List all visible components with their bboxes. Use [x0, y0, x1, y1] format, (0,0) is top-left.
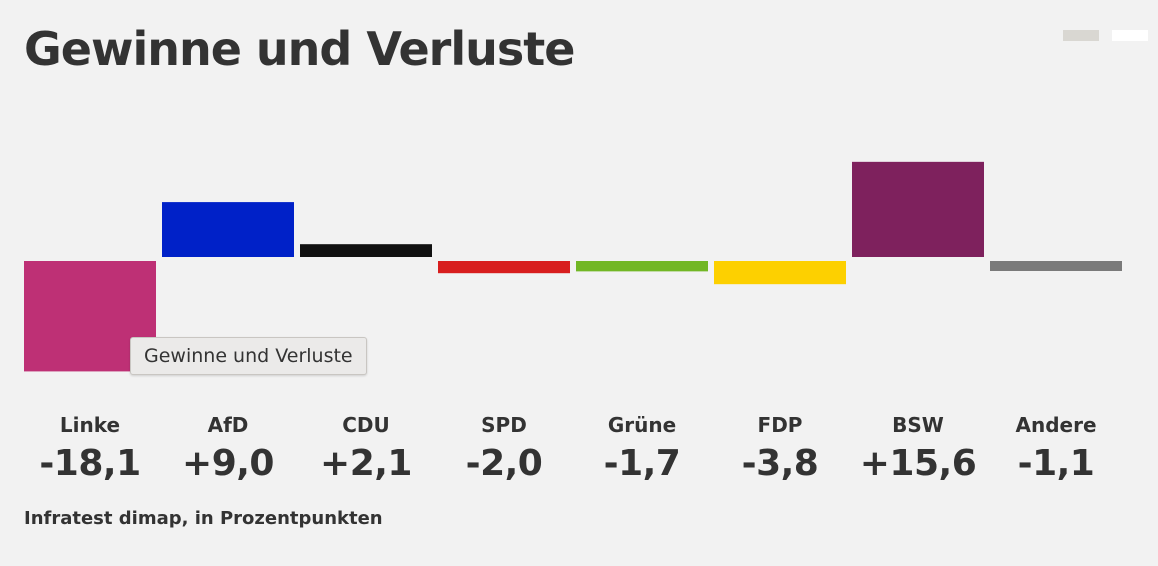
- category-column: FDP -3,8: [714, 410, 846, 488]
- category-column: BSW +15,6: [852, 410, 984, 488]
- category-label: CDU: [342, 413, 390, 437]
- pager-indicator-1[interactable]: [1063, 30, 1099, 41]
- value-label: -18,1: [39, 443, 141, 484]
- value-label: +9,0: [182, 443, 274, 484]
- category-label: BSW: [892, 413, 944, 437]
- tooltip: Gewinne und Verluste: [130, 337, 367, 375]
- category-column: SPD -2,0: [438, 410, 570, 488]
- value-label: -1,7: [603, 443, 681, 484]
- bar-spd[interactable]: [438, 261, 570, 274]
- bar-fdp[interactable]: [714, 261, 846, 285]
- bar-chart: [24, 161, 1122, 372]
- value-label: -1,1: [1017, 443, 1095, 484]
- bar-grüne[interactable]: [576, 261, 708, 272]
- category-label: Linke: [59, 413, 121, 437]
- bar-afd[interactable]: [162, 202, 294, 257]
- chart-title: Gewinne und Verluste: [24, 22, 575, 76]
- category-column: CDU +2,1: [300, 410, 432, 488]
- value-label: -3,8: [741, 443, 819, 484]
- value-label: +15,6: [859, 443, 977, 484]
- category-column: Andere -1,1: [990, 410, 1122, 488]
- category-column: AfD +9,0: [162, 410, 294, 488]
- category-column: Grüne -1,7: [576, 410, 708, 488]
- bar-cdu[interactable]: [300, 244, 432, 257]
- source-note: Infratest dimap, in Prozentpunkten: [24, 508, 383, 529]
- value-label: +2,1: [320, 443, 412, 484]
- category-column: Linke -18,1: [24, 410, 156, 488]
- category-label: Andere: [1015, 413, 1097, 437]
- pager-indicator-2[interactable]: [1112, 30, 1148, 41]
- bar-bsw[interactable]: [852, 161, 984, 257]
- bar-andere[interactable]: [990, 261, 1122, 271]
- category-label: Grüne: [607, 413, 677, 437]
- category-label: SPD: [481, 413, 527, 437]
- category-label: FDP: [757, 413, 803, 437]
- category-label: AfD: [207, 413, 249, 437]
- value-label: -2,0: [465, 443, 543, 484]
